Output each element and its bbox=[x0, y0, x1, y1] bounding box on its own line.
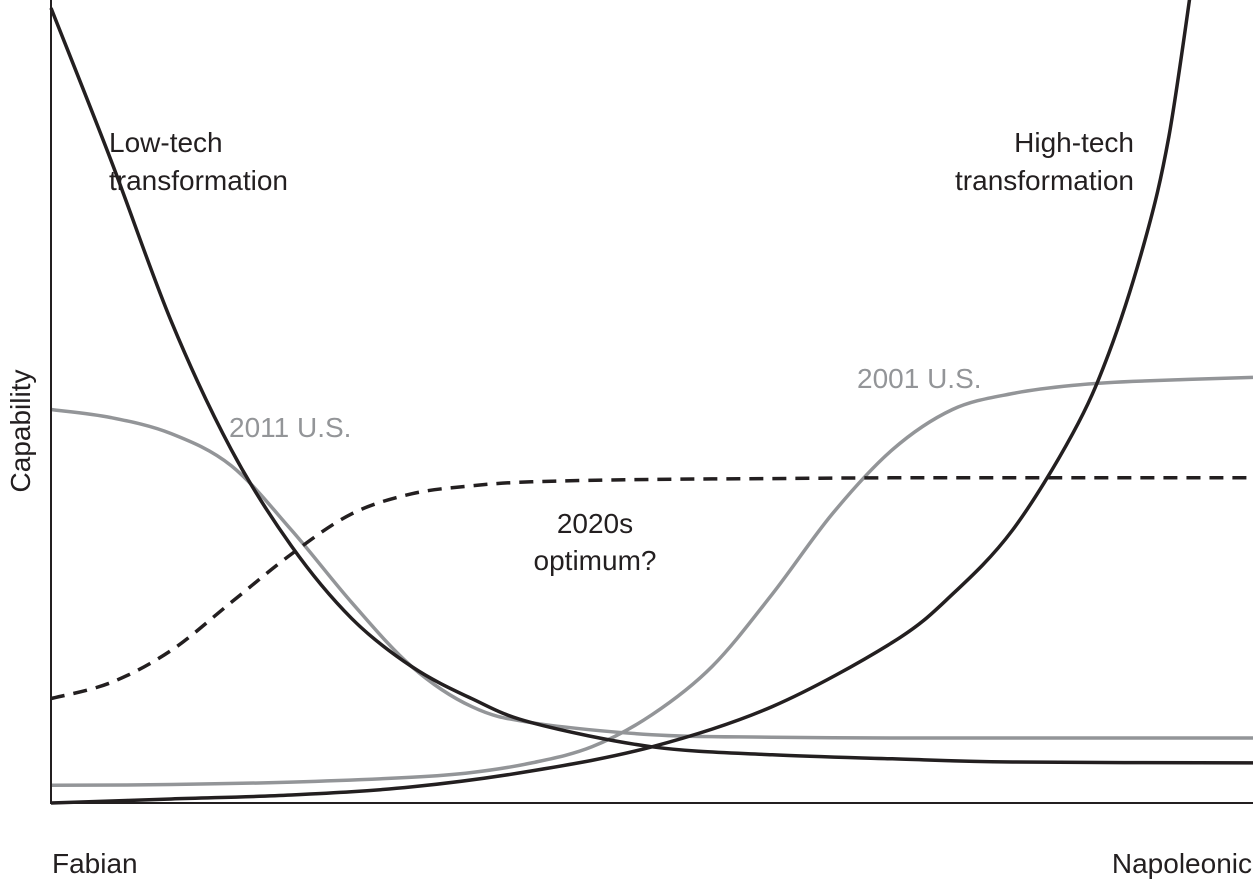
high-tech-curve bbox=[50, 0, 1192, 805]
chart-curves bbox=[49, 0, 1253, 805]
high-tech-label-line1: High-tech bbox=[1014, 127, 1134, 158]
us-2011-curve bbox=[50, 407, 1253, 740]
us-2001-label: 2001 U.S. bbox=[857, 363, 982, 394]
x-tick-label-right: Napoleonic bbox=[1112, 848, 1252, 879]
optimum-label-line1: 2020s bbox=[557, 508, 633, 539]
optimum-curve bbox=[50, 476, 1253, 701]
x-tick-label-left: Fabian bbox=[52, 848, 138, 879]
high-tech-label-line2: transformation bbox=[955, 165, 1134, 196]
us-2001-curve bbox=[50, 375, 1253, 788]
us-2011-label: 2011 U.S. bbox=[229, 412, 351, 443]
optimum-label-line2: optimum? bbox=[534, 545, 657, 576]
low-tech-label-line2: transformation bbox=[109, 165, 288, 196]
low-tech-label-line1: Low-tech bbox=[109, 127, 223, 158]
low-tech-curve bbox=[49, 7, 1253, 765]
y-axis-label: Capability bbox=[5, 370, 36, 493]
